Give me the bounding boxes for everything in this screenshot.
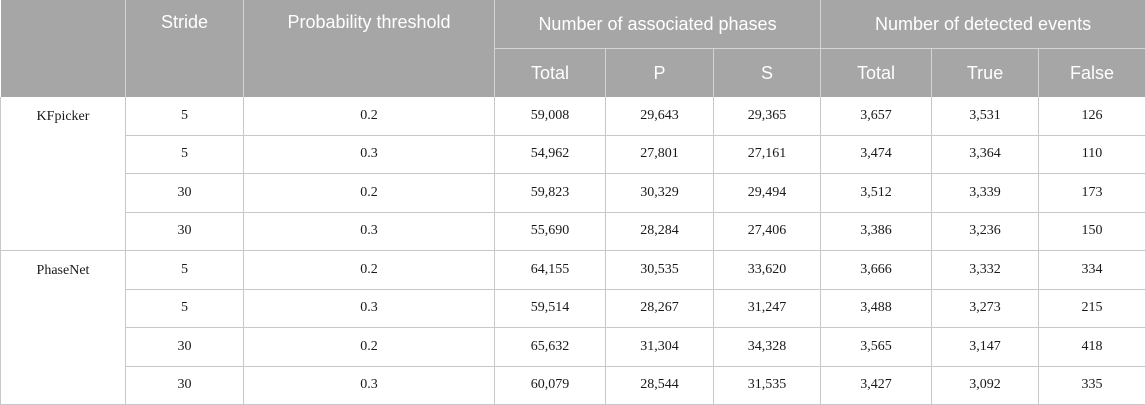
events-true-cell: 3,531 bbox=[932, 97, 1039, 135]
header-probability-threshold: Probability threshold bbox=[244, 0, 495, 97]
phases-p-cell: 30,329 bbox=[606, 174, 714, 213]
phases-s-cell: 31,247 bbox=[714, 289, 821, 328]
phases-p-cell: 28,544 bbox=[606, 366, 714, 405]
phases-total-cell: 59,514 bbox=[495, 289, 606, 328]
threshold-cell: 0.2 bbox=[244, 328, 495, 367]
events-true-cell: 3,147 bbox=[932, 328, 1039, 367]
phases-total-cell: 55,690 bbox=[495, 212, 606, 251]
header-associated-phases: Number of associated phases bbox=[495, 0, 821, 49]
threshold-cell: 0.2 bbox=[244, 251, 495, 290]
events-true-cell: 3,332 bbox=[932, 251, 1039, 290]
events-total-cell: 3,657 bbox=[821, 97, 932, 135]
header-phases-s: S bbox=[714, 49, 821, 98]
table-row: 30 0.3 60,079 28,544 31,535 3,427 3,092 … bbox=[1, 366, 1145, 405]
events-false-cell: 335 bbox=[1039, 366, 1145, 405]
phases-total-cell: 59,823 bbox=[495, 174, 606, 213]
events-total-cell: 3,565 bbox=[821, 328, 932, 367]
phases-p-cell: 27,801 bbox=[606, 135, 714, 174]
table-row: 30 0.2 65,632 31,304 34,328 3,565 3,147 … bbox=[1, 328, 1145, 367]
phases-s-cell: 29,494 bbox=[714, 174, 821, 213]
phases-p-cell: 31,304 bbox=[606, 328, 714, 367]
header-phases-p: P bbox=[606, 49, 714, 98]
table-header: Stride Probability threshold Number of a… bbox=[1, 0, 1145, 97]
header-events-false: False bbox=[1039, 49, 1145, 98]
phases-total-cell: 65,632 bbox=[495, 328, 606, 367]
stride-cell: 5 bbox=[126, 97, 244, 135]
table-body: KFpicker 5 0.2 59,008 29,643 29,365 3,65… bbox=[1, 97, 1145, 405]
phases-s-cell: 31,535 bbox=[714, 366, 821, 405]
events-false-cell: 215 bbox=[1039, 289, 1145, 328]
phases-p-cell: 30,535 bbox=[606, 251, 714, 290]
stride-cell: 30 bbox=[126, 328, 244, 367]
phases-s-cell: 27,406 bbox=[714, 212, 821, 251]
events-total-cell: 3,474 bbox=[821, 135, 932, 174]
stride-cell: 30 bbox=[126, 366, 244, 405]
stride-cell: 30 bbox=[126, 212, 244, 251]
stride-cell: 5 bbox=[126, 135, 244, 174]
phases-s-cell: 27,161 bbox=[714, 135, 821, 174]
table-row: KFpicker 5 0.2 59,008 29,643 29,365 3,65… bbox=[1, 97, 1145, 135]
events-total-cell: 3,386 bbox=[821, 212, 932, 251]
events-false-cell: 110 bbox=[1039, 135, 1145, 174]
events-true-cell: 3,092 bbox=[932, 366, 1039, 405]
phases-s-cell: 33,620 bbox=[714, 251, 821, 290]
phases-s-cell: 29,365 bbox=[714, 97, 821, 135]
events-false-cell: 150 bbox=[1039, 212, 1145, 251]
phases-total-cell: 54,962 bbox=[495, 135, 606, 174]
events-true-cell: 3,236 bbox=[932, 212, 1039, 251]
events-true-cell: 3,273 bbox=[932, 289, 1039, 328]
table-row: 5 0.3 59,514 28,267 31,247 3,488 3,273 2… bbox=[1, 289, 1145, 328]
events-false-cell: 334 bbox=[1039, 251, 1145, 290]
threshold-cell: 0.3 bbox=[244, 366, 495, 405]
events-true-cell: 3,364 bbox=[932, 135, 1039, 174]
model-name-cell: PhaseNet bbox=[1, 251, 126, 405]
stride-cell: 5 bbox=[126, 289, 244, 328]
header-stride: Stride bbox=[126, 0, 244, 97]
header-events-total: Total bbox=[821, 49, 932, 98]
phases-p-cell: 29,643 bbox=[606, 97, 714, 135]
phases-total-cell: 60,079 bbox=[495, 366, 606, 405]
phases-s-cell: 34,328 bbox=[714, 328, 821, 367]
threshold-cell: 0.3 bbox=[244, 135, 495, 174]
header-model-blank bbox=[1, 0, 126, 97]
events-total-cell: 3,666 bbox=[821, 251, 932, 290]
header-events-true: True bbox=[932, 49, 1039, 98]
threshold-cell: 0.3 bbox=[244, 212, 495, 251]
model-name-cell: KFpicker bbox=[1, 97, 126, 251]
events-false-cell: 418 bbox=[1039, 328, 1145, 367]
events-false-cell: 173 bbox=[1039, 174, 1145, 213]
phases-p-cell: 28,267 bbox=[606, 289, 714, 328]
stride-cell: 5 bbox=[126, 251, 244, 290]
events-false-cell: 126 bbox=[1039, 97, 1145, 135]
threshold-cell: 0.2 bbox=[244, 174, 495, 213]
phases-total-cell: 59,008 bbox=[495, 97, 606, 135]
table-row: 5 0.3 54,962 27,801 27,161 3,474 3,364 1… bbox=[1, 135, 1145, 174]
events-total-cell: 3,488 bbox=[821, 289, 932, 328]
events-true-cell: 3,339 bbox=[932, 174, 1039, 213]
threshold-cell: 0.3 bbox=[244, 289, 495, 328]
table-row: PhaseNet 5 0.2 64,155 30,535 33,620 3,66… bbox=[1, 251, 1145, 290]
phases-total-cell: 64,155 bbox=[495, 251, 606, 290]
events-total-cell: 3,427 bbox=[821, 366, 932, 405]
threshold-cell: 0.2 bbox=[244, 97, 495, 135]
table-row: 30 0.2 59,823 30,329 29,494 3,512 3,339 … bbox=[1, 174, 1145, 213]
table-row: 30 0.3 55,690 28,284 27,406 3,386 3,236 … bbox=[1, 212, 1145, 251]
events-total-cell: 3,512 bbox=[821, 174, 932, 213]
header-detected-events: Number of detected events bbox=[821, 0, 1145, 49]
header-phases-total: Total bbox=[495, 49, 606, 98]
phases-p-cell: 28,284 bbox=[606, 212, 714, 251]
stride-cell: 30 bbox=[126, 174, 244, 213]
